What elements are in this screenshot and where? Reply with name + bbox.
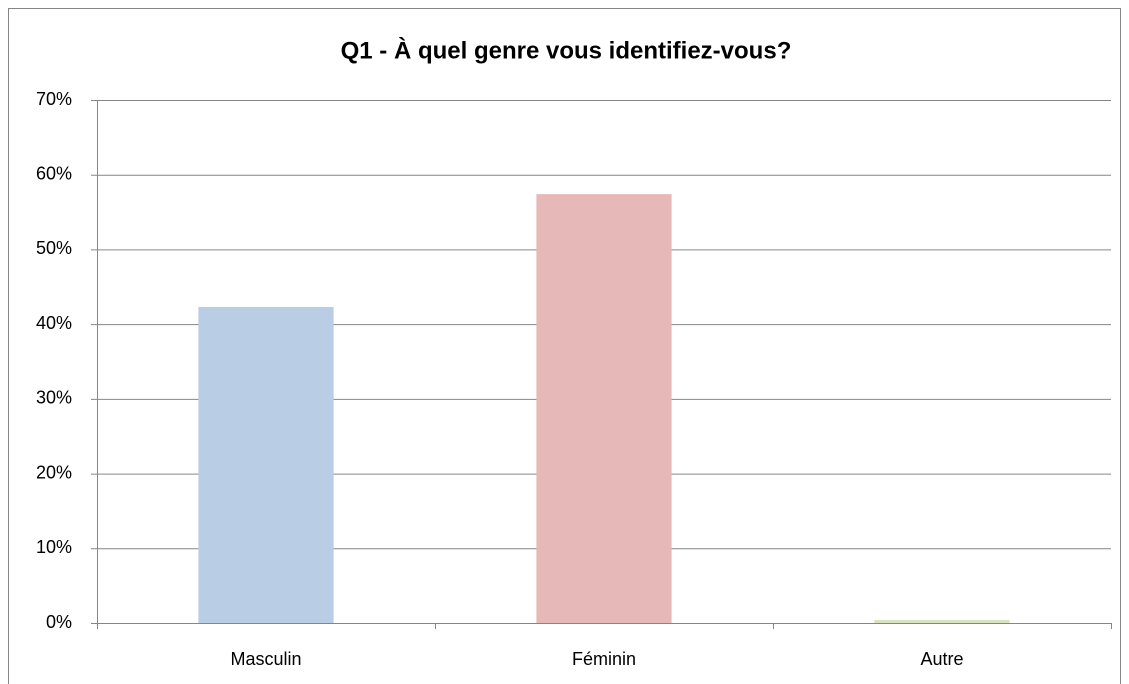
y-tick-label: 10% [36, 537, 72, 557]
bar [874, 620, 1010, 623]
x-tick-label: Féminin [572, 649, 636, 669]
y-tick-label: 40% [36, 313, 72, 333]
y-tick-label: 70% [36, 89, 72, 109]
x-tick-label: Autre [920, 649, 963, 669]
y-tick-label: 30% [36, 388, 72, 408]
y-tick-label: 0% [46, 612, 72, 632]
y-tick-label: 60% [36, 163, 72, 183]
y-tick-label: 20% [36, 462, 72, 482]
y-tick-label: 50% [36, 238, 72, 258]
x-tick-label: Masculin [230, 649, 301, 669]
bar [198, 306, 334, 623]
chart-title: Q1 - À quel genre vous identifiez-vous? [341, 36, 792, 64]
bar [536, 194, 672, 623]
